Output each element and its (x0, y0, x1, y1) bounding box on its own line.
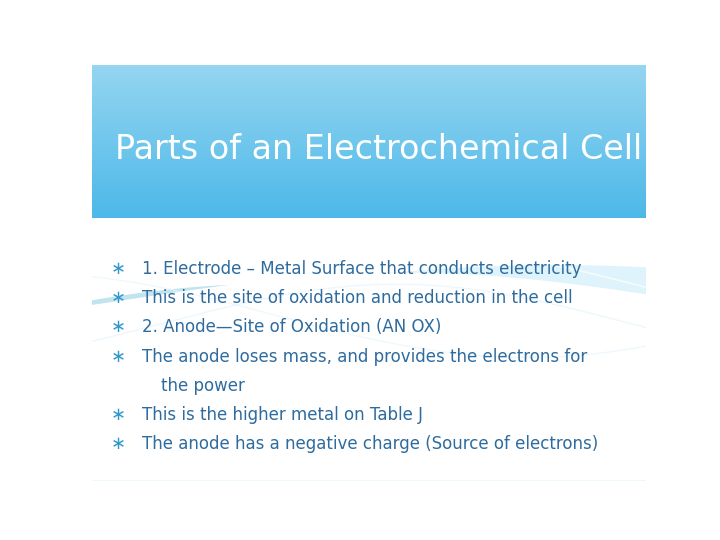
Text: ∗: ∗ (111, 348, 126, 366)
Bar (92, 64, 647, 68)
Bar (92, 128, 647, 131)
Bar (92, 189, 647, 192)
Text: This is the higher metal on Table J: This is the higher metal on Table J (142, 406, 423, 424)
Bar (92, 146, 647, 149)
Bar (92, 97, 647, 100)
Bar (92, 210, 647, 213)
Text: ∗: ∗ (111, 319, 126, 336)
Bar (92, 202, 647, 205)
Bar (92, 215, 647, 218)
Bar (92, 171, 647, 174)
Bar (92, 92, 647, 96)
Bar (92, 177, 647, 180)
Bar (92, 131, 647, 134)
Polygon shape (92, 284, 647, 481)
Bar (92, 82, 647, 85)
Bar (92, 94, 647, 98)
Text: the power: the power (161, 377, 245, 395)
Bar (92, 107, 647, 111)
Bar (92, 179, 647, 183)
Bar (92, 156, 647, 159)
Bar (92, 110, 647, 113)
Text: ∗: ∗ (111, 289, 126, 307)
Bar (92, 168, 647, 172)
Bar (92, 148, 647, 152)
Text: ∗: ∗ (111, 435, 126, 454)
Bar (92, 140, 647, 144)
Bar (92, 205, 647, 208)
Bar (92, 72, 647, 75)
Bar (92, 207, 647, 211)
Bar (92, 90, 647, 93)
Bar (92, 159, 647, 162)
Bar (92, 161, 647, 164)
Bar (92, 115, 647, 118)
Polygon shape (92, 273, 647, 481)
Bar (92, 120, 647, 124)
Bar (92, 118, 647, 121)
Bar (92, 74, 647, 78)
Text: This is the site of oxidation and reduction in the cell: This is the site of oxidation and reduct… (142, 289, 572, 307)
Bar (92, 79, 647, 83)
Bar (92, 105, 647, 108)
Polygon shape (92, 265, 647, 481)
Bar (92, 77, 647, 80)
Bar (92, 136, 647, 139)
Bar (92, 153, 647, 157)
Bar (92, 66, 647, 70)
Bar (92, 103, 647, 106)
Bar (92, 151, 647, 154)
Bar (92, 138, 647, 141)
Bar (92, 69, 647, 72)
Text: ∗: ∗ (111, 406, 126, 424)
Text: ∗: ∗ (111, 260, 126, 278)
Bar (92, 181, 647, 185)
Bar (92, 123, 647, 126)
Bar (92, 133, 647, 136)
Bar (92, 174, 647, 177)
Text: 1. Electrode – Metal Surface that conducts electricity: 1. Electrode – Metal Surface that conduc… (142, 260, 581, 278)
Text: Parts of an Electrochemical Cell: Parts of an Electrochemical Cell (115, 133, 642, 166)
Text: The anode has a negative charge (Source of electrons): The anode has a negative charge (Source … (142, 435, 598, 454)
Bar (92, 194, 647, 198)
Bar (92, 164, 647, 167)
Bar (92, 125, 647, 129)
Bar (92, 212, 647, 215)
Bar (92, 84, 647, 88)
Bar (92, 100, 647, 103)
Bar (92, 166, 647, 170)
Bar (92, 197, 647, 200)
Bar (92, 192, 647, 195)
Text: 2. Anode—Site of Oxidation (AN OX): 2. Anode—Site of Oxidation (AN OX) (142, 319, 441, 336)
Bar (92, 199, 647, 202)
Bar (92, 184, 647, 187)
Bar (92, 87, 647, 90)
Bar (92, 187, 647, 190)
Bar (92, 143, 647, 146)
Bar (92, 112, 647, 116)
Text: The anode loses mass, and provides the electrons for: The anode loses mass, and provides the e… (142, 348, 587, 366)
